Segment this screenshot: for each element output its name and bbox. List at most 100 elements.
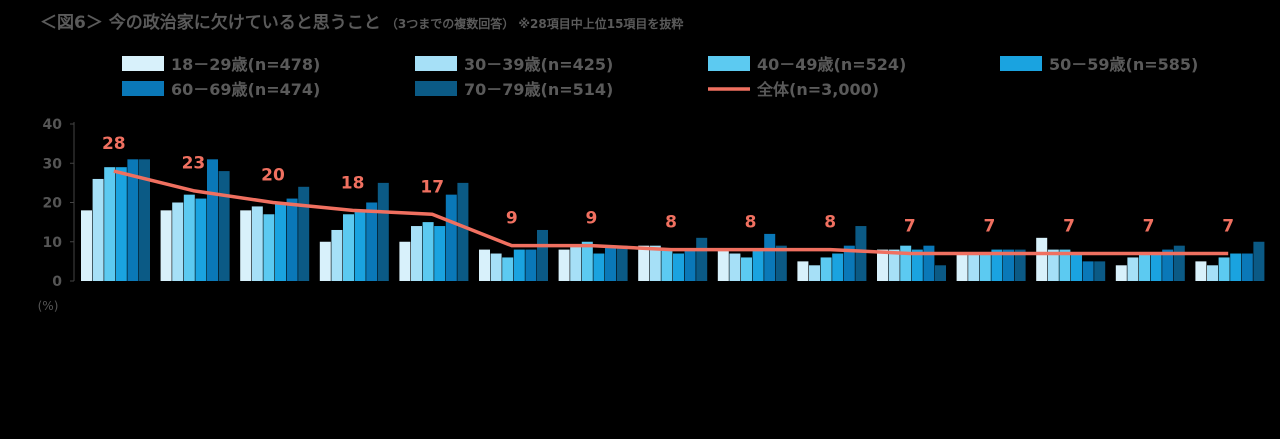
title-note: （3つまでの複数回答） ※28項目中上位15項目を抜粋 xyxy=(385,17,684,31)
data-label: 7 xyxy=(1222,217,1234,237)
bar xyxy=(991,249,1003,281)
bar xyxy=(1253,241,1265,281)
bar xyxy=(92,178,104,281)
y-tick-label: 20 xyxy=(43,196,63,212)
bar xyxy=(1047,249,1059,281)
chart-title: ＜図6＞ 今の政治家に欠けていると思うこと （3つまでの複数回答） ※28項目中… xyxy=(40,8,683,33)
legend-label: 30－39歳(n=425) xyxy=(464,55,613,74)
data-label: 8 xyxy=(745,213,757,233)
data-label: 18 xyxy=(341,173,365,193)
bar xyxy=(1059,249,1071,281)
bar xyxy=(717,249,729,281)
bar xyxy=(979,253,991,281)
data-label: 8 xyxy=(665,213,677,233)
bar xyxy=(832,253,844,281)
bar xyxy=(366,202,378,281)
data-label: 7 xyxy=(1143,217,1155,237)
legend-label: 70－79歳(n=514) xyxy=(464,80,613,99)
legend-label: 40－49歳(n=524) xyxy=(757,55,906,74)
bar xyxy=(1127,257,1139,281)
bar xyxy=(593,253,605,281)
bar xyxy=(104,167,116,281)
legend-swatch xyxy=(415,81,457,96)
bar xyxy=(1218,257,1230,281)
bar xyxy=(1150,253,1162,281)
bar xyxy=(1230,253,1242,281)
bar xyxy=(877,249,888,281)
legend-label: 18－29歳(n=478) xyxy=(171,55,320,74)
title-main: ＜図6＞ 今の政治家に欠けていると思うこと xyxy=(40,13,381,33)
bar xyxy=(570,245,582,281)
bar xyxy=(843,245,855,281)
bar xyxy=(1207,265,1218,281)
bar xyxy=(377,182,389,281)
bar xyxy=(411,226,422,281)
legend-label: 全体(n=3,000) xyxy=(756,80,879,99)
bar xyxy=(319,241,331,281)
bar xyxy=(900,245,912,281)
bar xyxy=(649,245,661,281)
y-tick-label: 30 xyxy=(43,156,63,172)
y-unit-label: (%) xyxy=(38,299,59,313)
bar xyxy=(935,265,946,281)
bar xyxy=(888,249,900,281)
bar xyxy=(1195,261,1207,281)
bar xyxy=(729,253,741,281)
bar xyxy=(172,202,184,281)
bar xyxy=(445,194,457,281)
bar xyxy=(1036,237,1048,281)
bar xyxy=(638,245,650,281)
y-tick-label: 0 xyxy=(52,274,62,290)
data-label: 9 xyxy=(585,209,597,229)
y-tick-label: 40 xyxy=(43,117,63,133)
bar xyxy=(764,233,776,281)
data-label: 9 xyxy=(506,209,518,229)
bar xyxy=(195,198,207,281)
bar xyxy=(502,257,514,281)
bar xyxy=(1003,249,1014,281)
bar xyxy=(797,261,809,281)
bar xyxy=(956,253,968,281)
bar xyxy=(605,245,616,281)
bar xyxy=(741,257,752,281)
data-label: 28 xyxy=(102,134,126,154)
data-label: 8 xyxy=(824,213,836,233)
bar xyxy=(855,226,867,281)
bar xyxy=(911,249,923,281)
bar xyxy=(139,159,150,281)
bar xyxy=(160,210,172,281)
legend-swatch xyxy=(415,56,457,71)
legend-swatch xyxy=(708,56,750,71)
bar xyxy=(525,249,537,281)
bar xyxy=(127,159,139,281)
bar xyxy=(331,229,343,281)
bar xyxy=(434,226,446,281)
bar xyxy=(399,241,411,281)
bar xyxy=(537,229,548,281)
data-label: 20 xyxy=(261,166,285,186)
bar xyxy=(968,253,980,281)
legend-swatch xyxy=(122,56,164,71)
bar xyxy=(240,210,252,281)
bar xyxy=(263,214,275,281)
bar xyxy=(251,206,263,281)
bar xyxy=(820,257,832,281)
data-label: 23 xyxy=(182,154,206,174)
bar xyxy=(684,249,696,281)
data-label: 7 xyxy=(983,217,995,237)
bar xyxy=(1071,253,1082,281)
legend-swatch xyxy=(1000,56,1042,71)
bar xyxy=(1014,249,1026,281)
bar xyxy=(696,237,708,281)
bar xyxy=(422,222,434,281)
legend-label: 60－69歳(n=474) xyxy=(171,80,320,99)
bar xyxy=(354,210,366,281)
bar xyxy=(183,194,195,281)
data-label: 7 xyxy=(904,217,916,237)
legend-label: 50－59歳(n=585) xyxy=(1049,55,1198,74)
bar xyxy=(286,198,298,281)
bar xyxy=(752,249,764,281)
bar xyxy=(673,253,684,281)
data-label: 17 xyxy=(420,177,444,197)
